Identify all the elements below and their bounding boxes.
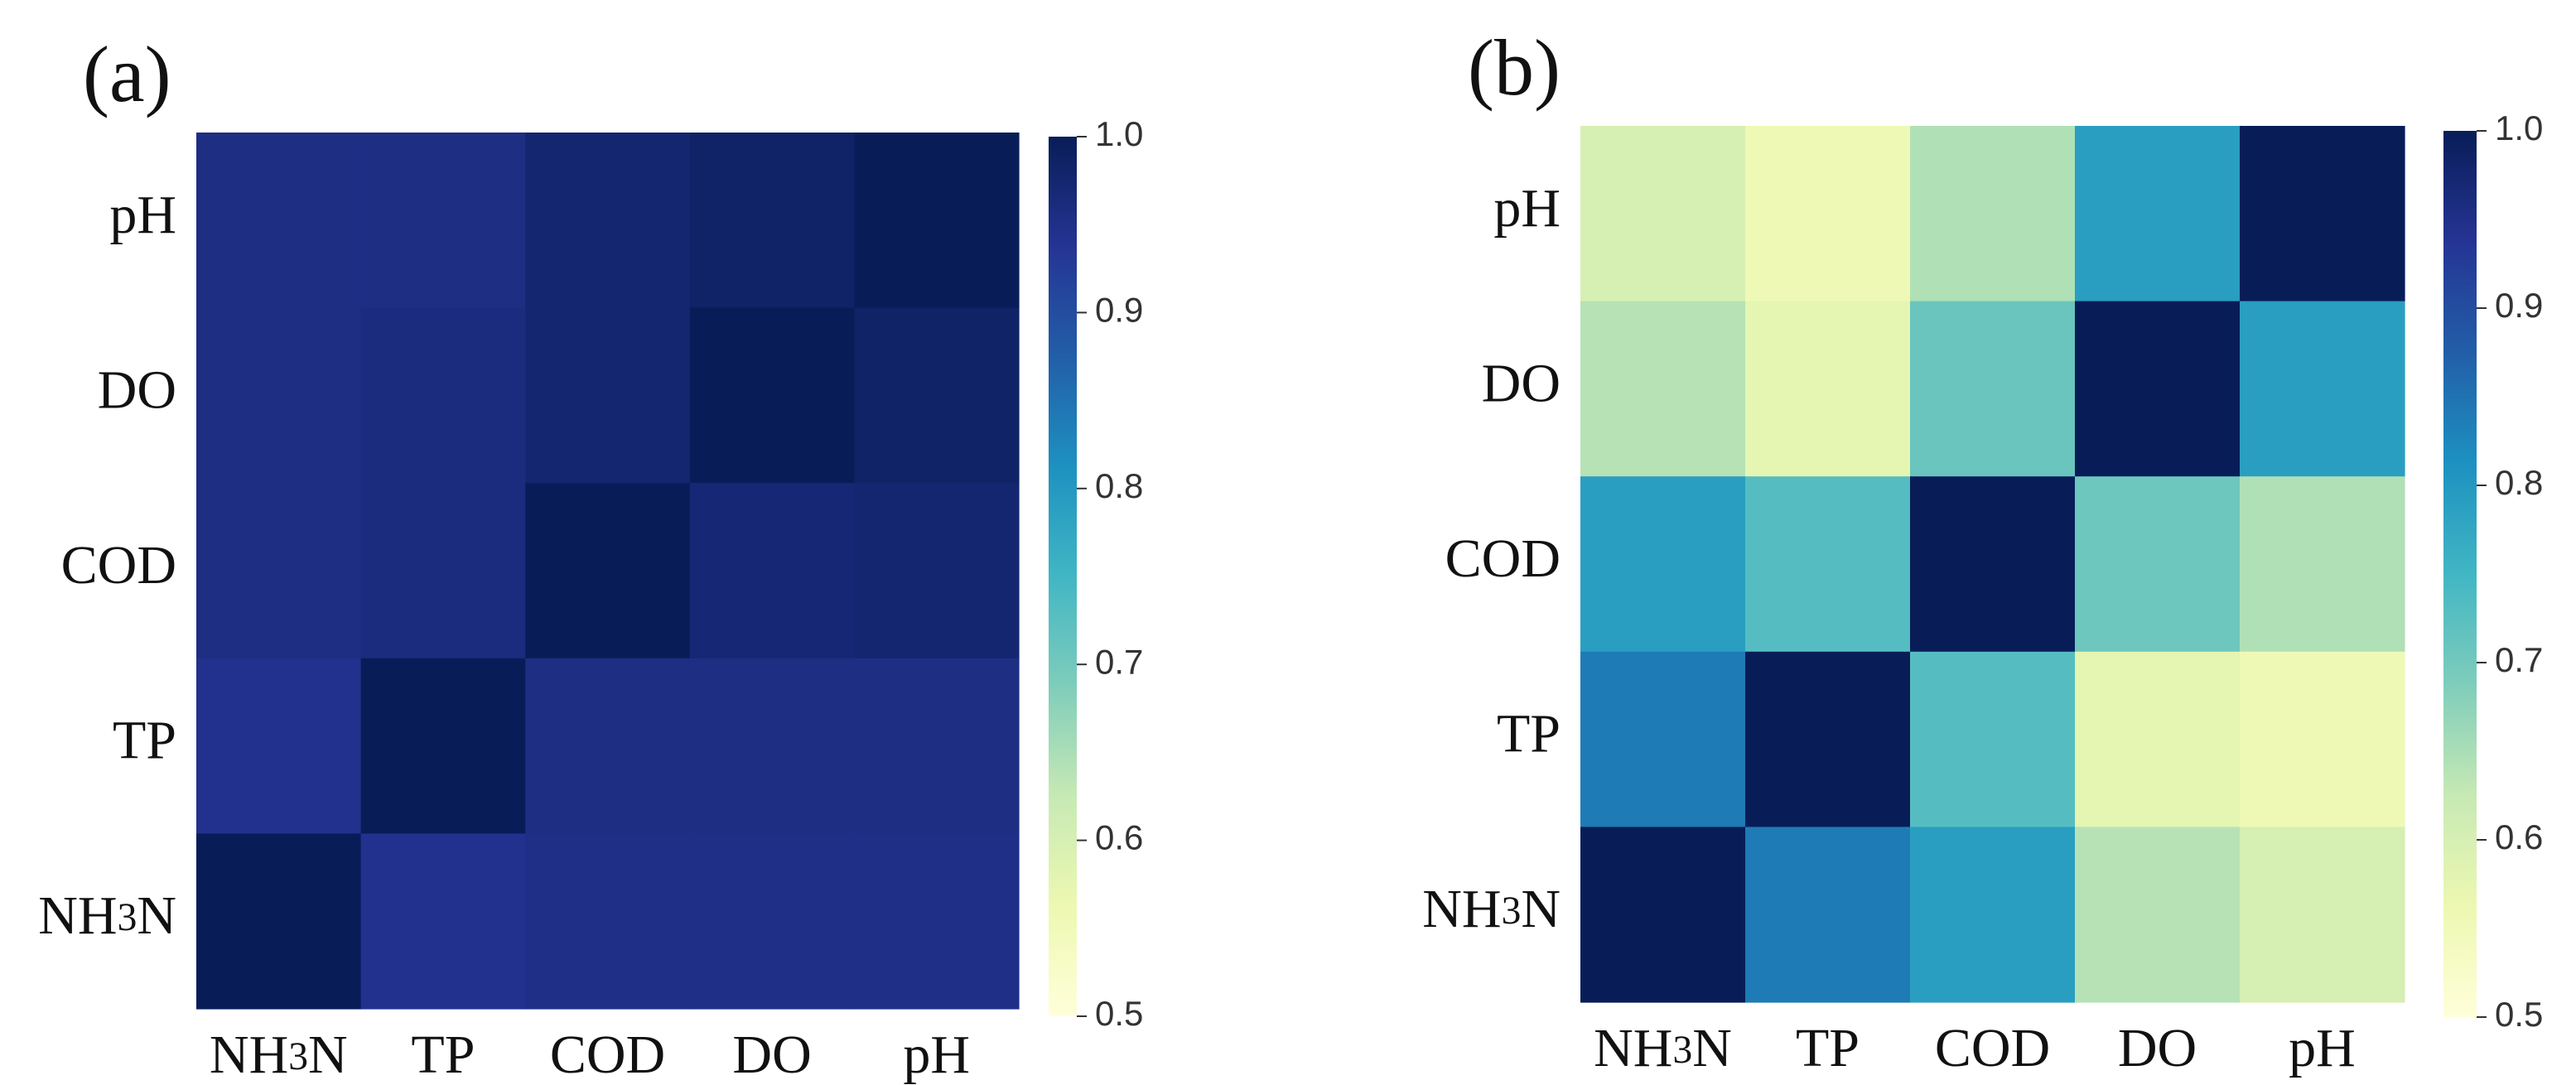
heatmap-panel-a: (a) pH DO COD TP NH3N NH3N TP COD DO pH 0.5 0.6 0.7 0.… <box>38 30 1143 1085</box>
colorbar <box>1049 137 1077 1016</box>
x-tick-label-nh3n: NH3N <box>210 1025 348 1085</box>
colorbar-tick-label: 0.6 <box>1095 818 1143 857</box>
heatmap-cell-nh3n-nh3n <box>196 833 362 1010</box>
heatmap-panel-b: (b) pH DO COD TP NH3N NH3N TP COD DO pH 0.5 0.6 0.7 0.… <box>1422 23 2543 1078</box>
heatmap-cell-tp-tp <box>360 658 526 834</box>
heatmap-cell-cod-nh3n <box>1580 476 1746 653</box>
x-tick-label-do: DO <box>732 1025 811 1085</box>
heatmap-cell-ph-cod <box>1910 126 2076 302</box>
colorbar-tick-label: 1.0 <box>2495 108 2543 147</box>
heatmap-cell-tp-nh3n <box>1580 651 1746 827</box>
heatmap-cell-cod-do <box>2075 476 2241 653</box>
colorbar-tick-label: 0.8 <box>1095 466 1143 505</box>
y-tick-label-ph: pH <box>109 185 176 245</box>
heatmap-cell-do-do <box>689 307 855 484</box>
colorbar-tick-label: 0.5 <box>2495 995 2543 1034</box>
panel-label: (a) <box>83 30 171 118</box>
heatmap-cell-tp-tp <box>1745 651 1911 827</box>
heatmap-cell-ph-nh3n <box>1580 126 1746 302</box>
heatmap-cell-nh3n-cod <box>1910 827 2076 1003</box>
y-tick-label-tp: TP <box>1497 704 1561 764</box>
y-tick-label-ph: pH <box>1493 178 1561 239</box>
colorbar-tick-label: 0.8 <box>2495 463 2543 502</box>
y-tick-label-cod: COD <box>61 535 176 596</box>
heatmap-cell-do-ph <box>854 307 1020 484</box>
heatmap-cell-nh3n-ph <box>854 833 1020 1010</box>
heatmap-cell-cod-tp <box>1745 476 1911 653</box>
y-tick-label-cod: COD <box>1445 528 1561 589</box>
x-tick-label-tp: TP <box>411 1025 475 1085</box>
heatmap-cell-do-cod <box>525 307 691 484</box>
heatmap-cell-do-nh3n <box>196 307 362 484</box>
heatmap-cell-ph-cod <box>525 133 691 309</box>
heatmap-cell-tp-do <box>689 658 855 834</box>
panel-label: (b) <box>1468 23 1561 112</box>
heatmap-cell-do-do <box>2075 301 2241 477</box>
y-tick-label-do: DO <box>98 360 176 421</box>
heatmap-cell-cod-cod <box>525 483 691 659</box>
heatmap-cell-cod-cod <box>1910 476 2076 653</box>
y-tick-label-do: DO <box>1482 354 1561 414</box>
heatmap-cell-nh3n-nh3n <box>1580 827 1746 1003</box>
colorbar-tick-label: 0.6 <box>2495 817 2543 856</box>
heatmap-cell-tp-ph <box>2240 651 2405 827</box>
colorbar-tick-label: 1.0 <box>1095 114 1143 153</box>
heatmap-cell-tp-cod <box>1910 651 2076 827</box>
heatmap-cell-ph-do <box>689 133 855 309</box>
heatmap-cell-do-tp <box>1745 301 1911 477</box>
colorbar-tick-label: 0.9 <box>1095 290 1143 329</box>
heatmap-cell-nh3n-ph <box>2240 827 2405 1003</box>
x-tick-label-ph: pH <box>2289 1018 2356 1078</box>
y-tick-label-tp: TP <box>113 711 176 771</box>
heatmap-cell-nh3n-tp <box>1745 827 1911 1003</box>
heatmap-cell-cod-tp <box>360 483 526 659</box>
x-tick-label-do: DO <box>2118 1018 2197 1078</box>
heatmap-cell-nh3n-do <box>2075 827 2241 1003</box>
heatmap-cell-do-ph <box>2240 301 2405 477</box>
heatmap-cell-do-tp <box>360 307 526 484</box>
heatmap-cell-tp-nh3n <box>196 658 362 834</box>
colorbar-tick-label: 0.7 <box>2495 640 2543 679</box>
heatmap-cell-cod-do <box>689 483 855 659</box>
heatmap-cell-ph-tp <box>360 133 526 309</box>
heatmap-cell-tp-cod <box>525 658 691 834</box>
colorbar-tick-label: 0.5 <box>1095 994 1143 1033</box>
heatmap-cell-ph-nh3n <box>196 133 362 309</box>
heatmap-cell-nh3n-cod <box>525 833 691 1010</box>
heatmap-cell-tp-ph <box>854 658 1020 834</box>
heatmap-cell-cod-nh3n <box>196 483 362 659</box>
heatmap-cell-cod-ph <box>854 483 1020 659</box>
heatmap-cell-ph-tp <box>1745 126 1911 302</box>
colorbar <box>2443 131 2477 1017</box>
heatmap-cell-ph-do <box>2075 126 2241 302</box>
y-tick-label-nh3n: NH3N <box>38 885 176 946</box>
x-tick-label-tp: TP <box>1796 1018 1860 1078</box>
heatmap-cell-ph-ph <box>854 133 1020 309</box>
heatmap-cell-nh3n-tp <box>360 833 526 1010</box>
heatmap-cell-do-nh3n <box>1580 301 1746 477</box>
x-tick-label-cod: COD <box>1935 1018 2050 1078</box>
heatmap-cell-do-cod <box>1910 301 2076 477</box>
x-tick-label-cod: COD <box>550 1025 665 1085</box>
heatmap-cell-cod-ph <box>2240 476 2405 653</box>
x-tick-label-nh3n: NH3N <box>1594 1018 1732 1078</box>
heatmap-cell-tp-do <box>2075 651 2241 827</box>
x-tick-label-ph: pH <box>903 1025 970 1085</box>
colorbar-tick-label: 0.9 <box>2495 286 2543 325</box>
colorbar-tick-label: 0.7 <box>1095 642 1143 681</box>
heatmap-cell-nh3n-do <box>689 833 855 1010</box>
heatmap-cell-ph-ph <box>2240 126 2405 302</box>
y-tick-label-nh3n: NH3N <box>1422 879 1561 939</box>
